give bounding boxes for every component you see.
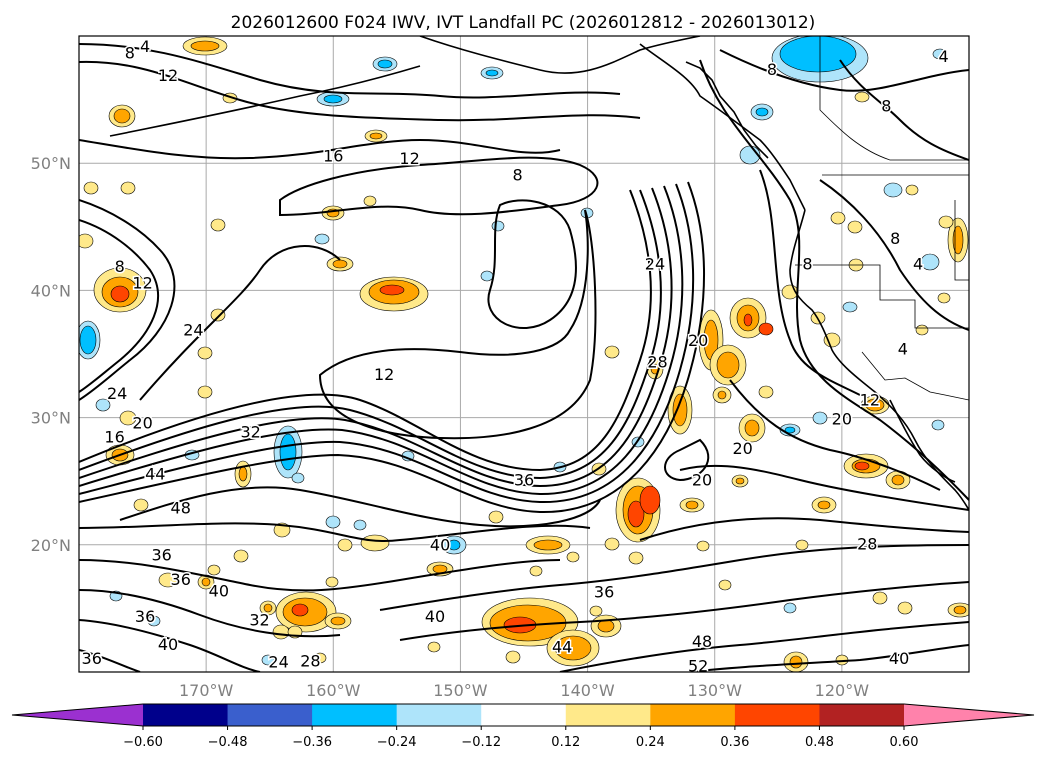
lat-tick-label: 50°N [31,154,71,173]
contour-label: 8 [125,43,135,62]
colorbar-extend-low [12,704,143,726]
contour-label: 40 [430,536,450,555]
contour-label: 8 [802,254,812,273]
contour-label: 24 [183,321,203,340]
contour-label: 24 [107,384,127,403]
contour-label: 16 [104,427,124,446]
lon-tick-label: 160°W [306,681,361,700]
contour-label: 36 [151,546,171,565]
colorbar-segment [819,704,905,726]
contour-label: 8 [115,257,125,276]
colorbar-segment [565,704,651,726]
contour-label: 8 [767,60,777,79]
lon-tick-label: 120°W [815,681,870,700]
lon-tick-label: 140°W [560,681,615,700]
colorbar-tick-label: 0.12 [551,735,580,750]
contour-label: 44 [552,637,572,656]
contour-label: 4 [140,37,150,56]
contour-label: 4 [913,254,923,273]
contour-label: 28 [647,352,667,371]
contour-label: 8 [513,165,523,184]
contour-label: 8 [881,97,891,116]
contour-label: 28 [300,651,320,670]
colorbar-segment [227,704,313,726]
contour-label: 12 [132,274,152,293]
contour-label: 32 [249,611,269,630]
colorbar-extend-high [904,704,1034,726]
gridlines [79,36,969,672]
colorbar-segment [143,704,229,726]
contour-label: 24 [268,653,288,672]
lat-tick-label: 20°N [31,536,71,555]
colorbar-tick-label: 0.60 [890,735,919,750]
iwv-contours [79,43,969,672]
contour-label: 8 [890,229,900,248]
chart-title: 2026012600 F024 IWV, IVT Landfall PC (20… [231,13,816,33]
colorbar-segment [312,704,398,726]
contour-label: 40 [889,649,909,668]
contour-label: 28 [857,534,877,553]
contour-label: 20 [733,439,753,458]
contour-label: 52 [688,656,708,675]
colorbar-segment [481,704,567,726]
contour-label: 40 [158,635,178,654]
contour-label: 20 [692,471,712,490]
colorbar-segment [650,704,736,726]
colorbar-tick-label: −0.48 [208,735,248,750]
lon-tick-label: 130°W [688,681,743,700]
contour-label: 4 [898,340,908,359]
contour-label: 20 [688,331,708,350]
latitude-tick-labels: 50°N 40°N 30°N 20°N [31,154,71,555]
contour-label: 36 [171,570,191,589]
contour-label: 36 [82,649,102,668]
colorbar-tick-label: 0.36 [720,735,749,750]
contour-label: 32 [240,422,260,441]
contour-label: 40 [209,581,229,600]
colorbar-tick-label: 0.24 [636,735,665,750]
colorbar-segment [396,704,482,726]
colorbar-tick-label: −0.60 [123,735,163,750]
contour-label: 4 [938,47,948,66]
anomaly-shading [79,36,969,672]
colorbar-tick-label: −0.36 [292,735,332,750]
contour-label: 40 [425,607,445,626]
contour-label: 24 [645,254,665,273]
lat-tick-label: 40°N [31,281,71,300]
coastlines [109,36,969,511]
map-frame [78,35,970,673]
colorbar: −0.60 −0.48 −0.36 −0.24 −0.12 0.12 0.24 0.36 0.4… [11,703,1035,750]
contour-label: 48 [692,632,712,651]
contour-label: 20 [132,413,152,432]
contour-label: 36 [594,583,614,602]
contour-label: 12 [399,149,419,168]
colorbar-tick-label: −0.24 [377,735,417,750]
political-borders [795,36,969,401]
contour-label: 12 [860,391,880,410]
lon-tick-label: 150°W [433,681,488,700]
lon-tick-label: 170°W [179,681,234,700]
lat-tick-label: 30°N [31,409,71,428]
colorbar-tick-label: 0.48 [805,735,834,750]
longitude-tick-labels: 170°W 160°W 150°W 140°W 130°W 120°W [179,681,869,700]
contour-label: 20 [832,410,852,429]
contour-label: 44 [145,464,165,483]
contour-label: 12 [158,66,178,85]
contour-label: 36 [135,607,155,626]
contour-label: 16 [323,146,343,165]
contour-label: 36 [514,471,534,490]
colorbar-segment [734,704,820,726]
contour-label: 48 [171,499,191,518]
contour-label: 12 [374,365,394,384]
colorbar-tick-label: −0.12 [461,735,501,750]
